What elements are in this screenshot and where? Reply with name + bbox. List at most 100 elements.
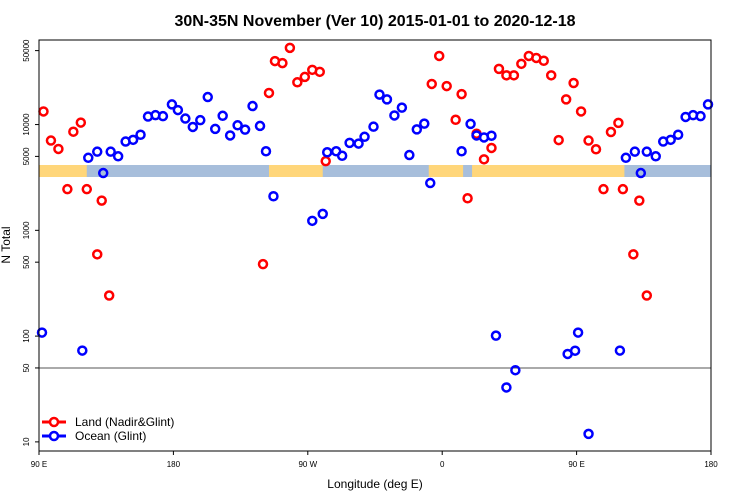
land-point <box>441 80 452 92</box>
x-tick-label: 180 <box>704 460 718 469</box>
land-point <box>38 106 49 117</box>
land-point <box>583 135 594 146</box>
land-point <box>62 183 73 195</box>
ocean-point <box>112 151 124 162</box>
ocean-point <box>411 124 423 135</box>
ocean-point <box>187 121 199 133</box>
ocean-point <box>135 129 146 140</box>
y-axis-label: N Total <box>0 226 13 263</box>
land-point <box>75 117 87 128</box>
ocean-point <box>374 89 385 100</box>
land-point <box>613 117 624 129</box>
ocean-point <box>344 137 355 149</box>
ocean-point <box>425 177 436 189</box>
surface-band <box>39 165 711 177</box>
land-point <box>53 143 64 155</box>
land-point <box>320 155 331 167</box>
ocean-point <box>97 167 109 179</box>
ocean-point <box>583 428 594 440</box>
ocean-point <box>254 120 266 132</box>
ocean-point <box>83 152 94 164</box>
land-point <box>277 57 288 69</box>
x-tick-label: 90 E <box>568 460 584 469</box>
land-point <box>553 134 564 146</box>
land-point <box>450 114 461 126</box>
ocean-point <box>195 114 206 126</box>
land-point <box>568 77 579 89</box>
land-band <box>39 165 87 177</box>
land-point <box>257 258 269 270</box>
ocean-point <box>232 120 243 131</box>
ocean-point <box>510 364 521 376</box>
legend: Land (Nadir&Glint) Ocean (Glint) <box>42 415 174 443</box>
ocean-point <box>614 345 626 356</box>
land-point <box>641 290 653 301</box>
ocean-point <box>36 327 48 338</box>
ocean-point <box>127 134 139 146</box>
x-axis: 90 E 180 90 W 0 90 E 180 <box>31 451 718 469</box>
ocean-point <box>569 345 581 356</box>
ocean-point <box>166 99 178 110</box>
y-axis: 10 50 100 500 1000 5000 10000 50000 <box>22 39 39 446</box>
y-tick-label: 50 <box>22 363 31 372</box>
land-point <box>508 70 520 81</box>
ocean-point <box>368 121 379 132</box>
land-point <box>292 77 303 88</box>
ocean-point <box>501 382 512 393</box>
y-tick-label: 500 <box>22 255 31 269</box>
ocean-point <box>239 124 251 135</box>
ocean-point <box>456 146 467 157</box>
ocean-point <box>353 138 364 149</box>
land-point <box>91 249 103 260</box>
ocean-point <box>202 91 213 103</box>
ocean-point <box>172 104 184 116</box>
ocean-point <box>389 110 400 121</box>
ocean-point <box>180 113 191 124</box>
y-tick-label: 10000 <box>22 113 31 136</box>
x-axis-label: Longitude (deg E) <box>327 477 422 491</box>
ocean-point <box>665 134 676 146</box>
land-point <box>617 183 629 195</box>
land-point <box>478 154 490 165</box>
ocean-point <box>307 215 318 227</box>
ocean-point <box>635 167 647 179</box>
ocean-point <box>91 146 103 157</box>
y-tick-label: 5000 <box>22 147 31 165</box>
land-point <box>486 142 497 154</box>
ocean-point <box>490 330 502 341</box>
ocean-point <box>105 146 116 157</box>
land-point <box>96 195 107 206</box>
land-band <box>428 165 464 177</box>
ocean-point <box>396 102 408 113</box>
land-point <box>456 88 467 100</box>
ocean-point <box>419 118 430 129</box>
land-point <box>516 58 527 70</box>
legend-marker-land <box>48 416 60 428</box>
x-tick-label: 90 W <box>298 460 317 469</box>
ocean-point <box>336 150 348 162</box>
land-point <box>81 183 93 195</box>
land-band <box>268 165 323 177</box>
ocean-point <box>217 110 228 122</box>
x-tick-label: 0 <box>440 460 445 469</box>
ocean-point <box>465 118 476 130</box>
ocean-point <box>620 152 632 164</box>
plot-frame <box>38 39 712 452</box>
ocean-point <box>381 94 393 105</box>
y-tick-label: 50000 <box>22 39 31 62</box>
ocean-point <box>650 151 661 162</box>
legend-label-ocean: Ocean (Glint) <box>75 429 146 443</box>
ocean-point <box>695 110 706 122</box>
ocean-point <box>641 146 653 157</box>
land-point <box>314 66 325 78</box>
land-band <box>472 165 625 177</box>
legend-label-land: Land (Nadir&Glint) <box>75 415 174 429</box>
ocean-point <box>486 130 497 141</box>
land-point <box>103 290 115 301</box>
ocean-point <box>247 100 258 112</box>
land-point <box>628 249 639 260</box>
ocean-point <box>629 146 641 157</box>
land-point <box>493 63 505 75</box>
land-point <box>605 126 617 138</box>
